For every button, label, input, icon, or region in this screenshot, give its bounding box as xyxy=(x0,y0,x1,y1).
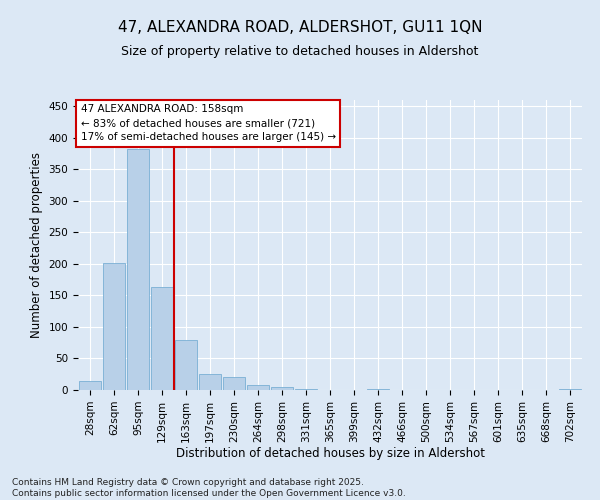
Text: 47, ALEXANDRA ROAD, ALDERSHOT, GU11 1QN: 47, ALEXANDRA ROAD, ALDERSHOT, GU11 1QN xyxy=(118,20,482,35)
Bar xyxy=(127,148,149,390)
Bar xyxy=(79,380,101,390)
X-axis label: Distribution of detached houses by size in Aldershot: Distribution of detached houses by size … xyxy=(176,448,485,460)
Y-axis label: Number of detached properties: Number of detached properties xyxy=(30,152,43,338)
Bar xyxy=(271,388,293,390)
Text: Size of property relative to detached houses in Aldershot: Size of property relative to detached ho… xyxy=(121,45,479,58)
Bar xyxy=(247,385,269,390)
Text: Contains HM Land Registry data © Crown copyright and database right 2025.
Contai: Contains HM Land Registry data © Crown c… xyxy=(12,478,406,498)
Bar xyxy=(223,378,245,390)
Text: 47 ALEXANDRA ROAD: 158sqm
← 83% of detached houses are smaller (721)
17% of semi: 47 ALEXANDRA ROAD: 158sqm ← 83% of detac… xyxy=(80,104,335,142)
Bar xyxy=(199,374,221,390)
Bar xyxy=(175,340,197,390)
Bar xyxy=(103,264,125,390)
Bar xyxy=(151,287,173,390)
